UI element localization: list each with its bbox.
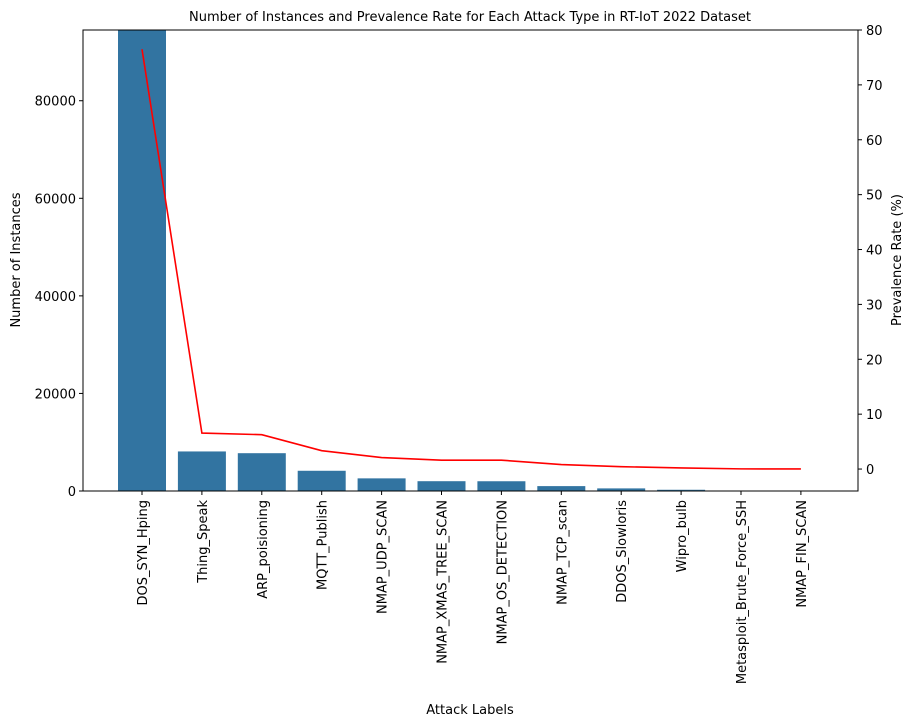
y-tick-label: 0 [68,485,76,500]
prevalence-line [141,49,801,470]
x-tick-label: ARP_poisioning [256,500,271,599]
y-tick-label: 40000 [35,290,76,305]
bar-mqtt_publish [297,470,346,491]
x-tick-label: DOS_SYN_Hping [136,500,151,606]
bar-wipro_bulb [657,489,706,491]
x-axis-label: Attack Labels [426,703,514,718]
chart-title: Number of Instances and Prevalence Rate … [189,10,751,25]
x-tick-label: NMAP_UDP_SCAN [376,500,391,614]
bar-nmap_udp_scan [357,478,406,491]
y-tick-label: 60000 [35,192,76,207]
y2-tick-label: 60 [866,134,883,149]
y2-tick-label: 70 [866,79,883,94]
y2-tick-label: 50 [866,189,883,204]
y2-axis: 0 10 20 30 40 50 60 70 80 [858,24,883,478]
bar-nmap_tcp_scan [537,486,586,491]
x-tick-label: NMAP_XMAS_TREE_SCAN [436,500,451,664]
y2-tick-label: 30 [866,298,883,313]
x-tick-label: MQTT_Publish [316,500,331,590]
x-tick-label: NMAP_FIN_SCAN [795,500,810,608]
x-tick-label: NMAP_OS_DETECTION [495,500,510,644]
bar-dos_syn_hping [118,30,166,491]
y2-tick-label: 20 [866,353,883,368]
bar-ddos_slowloris [597,488,646,491]
x-tick-label: Thing_Speak [196,500,211,584]
y2-axis-label: Prevalence Rate (%) [890,194,905,326]
x-tick-label: NMAP_TCP_scan [555,500,570,605]
bar-nmap_os_detection [477,481,526,491]
x-tick-label: Wipro_bulb [675,500,690,572]
bar-series [118,30,825,491]
x-tick-label: DDOS_Slowloris [615,500,630,603]
bar-arp_poisioning [237,453,286,491]
y2-tick-label: 40 [866,244,883,259]
line-series [141,49,801,470]
bar-thing_speak [177,451,226,491]
y2-tick-label: 0 [866,463,874,478]
plot-frame [82,29,859,492]
y-tick-label: 80000 [35,95,76,110]
x-axis: DOS_SYN_Hping Thing_Speak ARP_poisioning MQ… [136,491,810,684]
y-axis: 0 20000 40000 60000 80000 [35,95,83,500]
y-axis-label: Number of Instances [9,192,24,327]
x-tick-label: Metasploit_Brute_Force_SSH [735,500,750,684]
y-tick-label: 20000 [35,387,76,402]
y2-tick-label: 80 [866,24,883,39]
y2-tick-label: 10 [866,408,883,423]
bar-nmap_xmas_tree_scan [417,481,466,491]
